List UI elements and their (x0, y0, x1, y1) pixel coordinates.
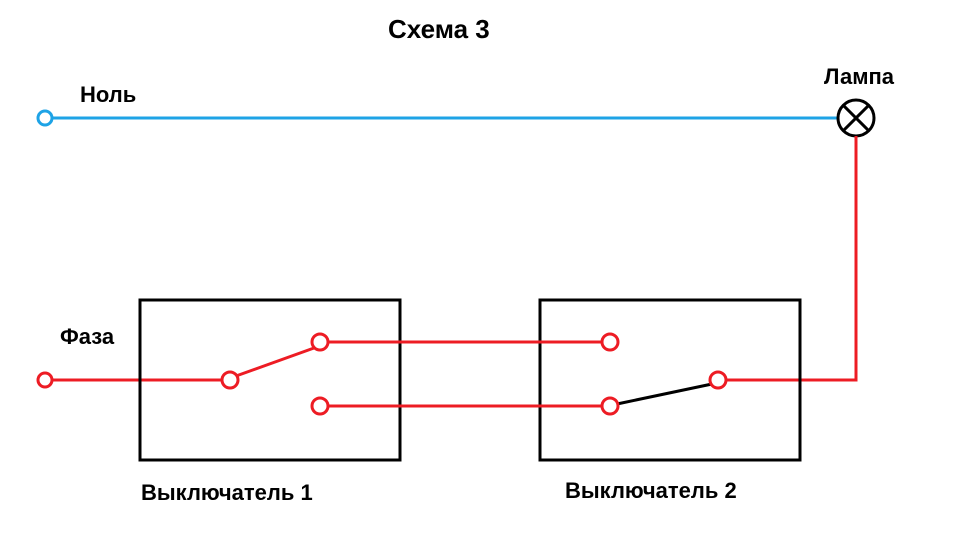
diagram-title: Схема 3 (388, 14, 490, 45)
lamp-symbol (838, 100, 874, 136)
switch1-t2-node (312, 398, 328, 414)
switch2-common-node (710, 372, 726, 388)
switch1-t1-node (312, 334, 328, 350)
phase-wire-in (38, 373, 222, 387)
lamp-label: Лампа (824, 64, 894, 90)
switch2-arm (617, 384, 712, 404)
neutral-wire (38, 111, 838, 125)
neutral-start-terminal (38, 111, 52, 125)
phase-label: Фаза (60, 324, 114, 350)
switch1-arm (236, 348, 314, 376)
circuit-canvas (0, 0, 960, 539)
phase-start-terminal (38, 373, 52, 387)
switch1-common-node (222, 372, 238, 388)
switch1-label: Выключатель 1 (141, 480, 313, 506)
switch2-t1-node (602, 334, 618, 350)
switch2-label: Выключатель 2 (565, 478, 737, 504)
neutral-label: Ноль (80, 82, 136, 108)
switch2-t2-node (602, 398, 618, 414)
lamp-to-switch2-wire (726, 136, 856, 380)
